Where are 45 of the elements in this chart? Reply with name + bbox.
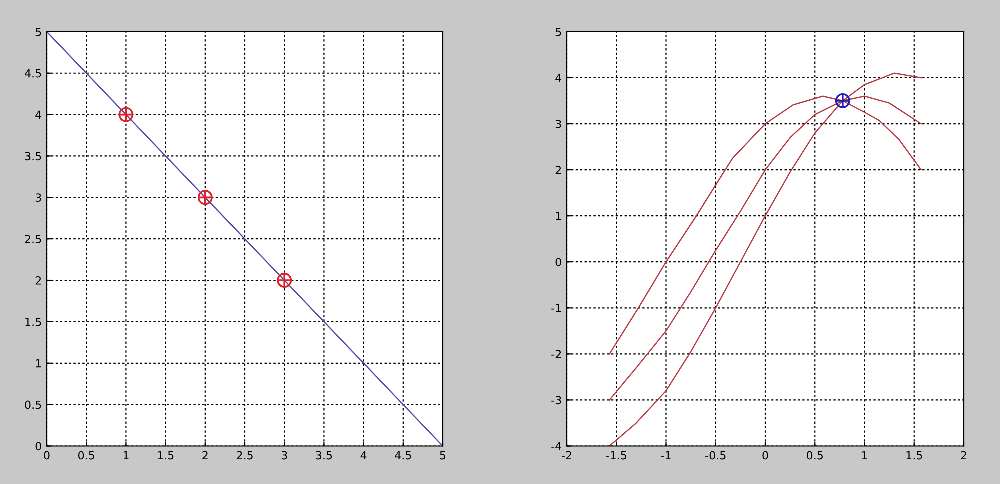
y-tick-label: 4	[36, 110, 42, 120]
x-tick-label: 5	[440, 451, 446, 460]
y-tick-label: 5	[36, 28, 42, 36]
point	[198, 190, 213, 206]
y-tick-label: 0	[556, 258, 562, 266]
x-tick-label: 0.5	[807, 451, 823, 460]
y-tick-label: 5	[556, 28, 562, 36]
y-tick-label: 1	[36, 360, 42, 368]
y-tick-label: 0.5	[25, 400, 42, 410]
x-tick-label: 1	[124, 451, 129, 460]
point	[277, 273, 292, 288]
x-tick-label: 0	[762, 451, 768, 460]
y-tick-label: -3	[552, 396, 562, 405]
x-tick-label: -2	[562, 451, 572, 460]
x-tick-label: 0	[44, 451, 50, 460]
x-tick-label: -0.5	[706, 451, 726, 460]
y-tick-label: 3	[556, 120, 562, 128]
y-tick-label: 0	[36, 442, 42, 451]
x-tick-label: 1.5	[906, 451, 922, 460]
point	[118, 107, 134, 122]
x-tick-label: 1.5	[158, 451, 174, 460]
x-tick-label: -1.5	[606, 451, 626, 460]
x-tick-label: 2.5	[236, 451, 253, 460]
x-tick-label: 2	[202, 451, 208, 460]
y-tick-label: 1	[556, 212, 562, 220]
y-tick-label: 2.5	[25, 235, 42, 244]
y-tick-label: 4.5	[25, 69, 42, 78]
x-tick-label: 4.5	[395, 451, 412, 460]
x-tick-label: 2	[961, 451, 966, 460]
x-tick-label: 3	[282, 451, 288, 460]
x-tick-label: 0.5	[78, 451, 94, 460]
y-tick-label: -1	[552, 304, 562, 312]
x-tick-label: -1	[661, 451, 671, 460]
x-tick-label: 1	[862, 451, 868, 460]
y-tick-label: 2	[556, 166, 562, 174]
y-tick-label: 3.5	[25, 152, 42, 161]
y-tick-label: 2	[36, 276, 42, 285]
y-tick-label: -2	[552, 350, 562, 358]
x-tick-label: 4	[360, 451, 367, 460]
y-tick-label: 4	[556, 74, 562, 82]
y-tick-label: 3	[36, 194, 42, 202]
y-tick-label: -4	[552, 442, 562, 450]
x-tick-label: 3.5	[316, 451, 332, 460]
line-series	[609, 72, 922, 446]
y-tick-label: 1.5	[26, 318, 42, 326]
